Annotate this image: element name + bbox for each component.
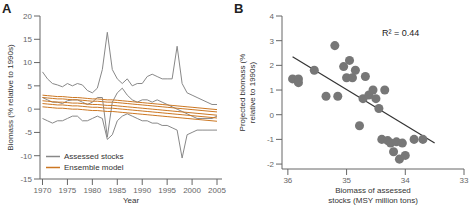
svg-text:2000: 2000	[183, 186, 201, 195]
svg-text:Assessed stocks: Assessed stocks	[64, 152, 124, 161]
svg-text:-10: -10	[20, 152, 32, 161]
svg-text:10: 10	[23, 58, 32, 67]
svg-text:1970: 1970	[34, 186, 52, 195]
svg-text:5: 5	[28, 82, 33, 91]
svg-text:1975: 1975	[59, 186, 77, 195]
svg-text:1980: 1980	[83, 186, 101, 195]
svg-text:0: 0	[28, 105, 33, 114]
svg-text:1990: 1990	[133, 186, 151, 195]
svg-text:20: 20	[23, 12, 32, 21]
svg-text:15: 15	[23, 35, 32, 44]
svg-text:Ensemble model: Ensemble model	[64, 163, 124, 172]
svg-text:0: 0	[270, 111, 275, 120]
svg-text:Biomass (% relative to 1990s): Biomass (% relative to 1990s)	[8, 44, 15, 151]
svg-text:35: 35	[342, 176, 351, 185]
svg-text:-1: -1	[267, 135, 275, 144]
svg-text:A: A	[8, 1, 12, 16]
svg-text:36: 36	[283, 176, 292, 185]
svg-text:Year: Year	[123, 196, 140, 205]
svg-text:R² = 0.44: R² = 0.44	[382, 28, 419, 38]
svg-text:B: B	[234, 1, 243, 16]
svg-text:-5: -5	[25, 128, 33, 137]
svg-text:34: 34	[401, 176, 410, 185]
svg-text:-2: -2	[267, 160, 275, 169]
svg-text:Projected biomass (%: Projected biomass (%	[238, 54, 247, 132]
svg-text:1995: 1995	[158, 186, 176, 195]
svg-text:4: 4	[270, 12, 275, 21]
svg-text:relative to 1990s): relative to 1990s)	[248, 61, 257, 123]
svg-text:3: 3	[270, 37, 275, 46]
svg-text:Biomass of assessed: Biomass of assessed	[335, 186, 411, 195]
svg-text:-15: -15	[20, 175, 32, 184]
svg-text:33: 33	[460, 176, 466, 185]
svg-text:2: 2	[270, 61, 275, 70]
svg-text:1: 1	[270, 86, 275, 95]
svg-text:stocks (MSY million tons): stocks (MSY million tons)	[328, 196, 418, 205]
svg-text:1985: 1985	[108, 186, 126, 195]
svg-text:2005: 2005	[208, 186, 226, 195]
